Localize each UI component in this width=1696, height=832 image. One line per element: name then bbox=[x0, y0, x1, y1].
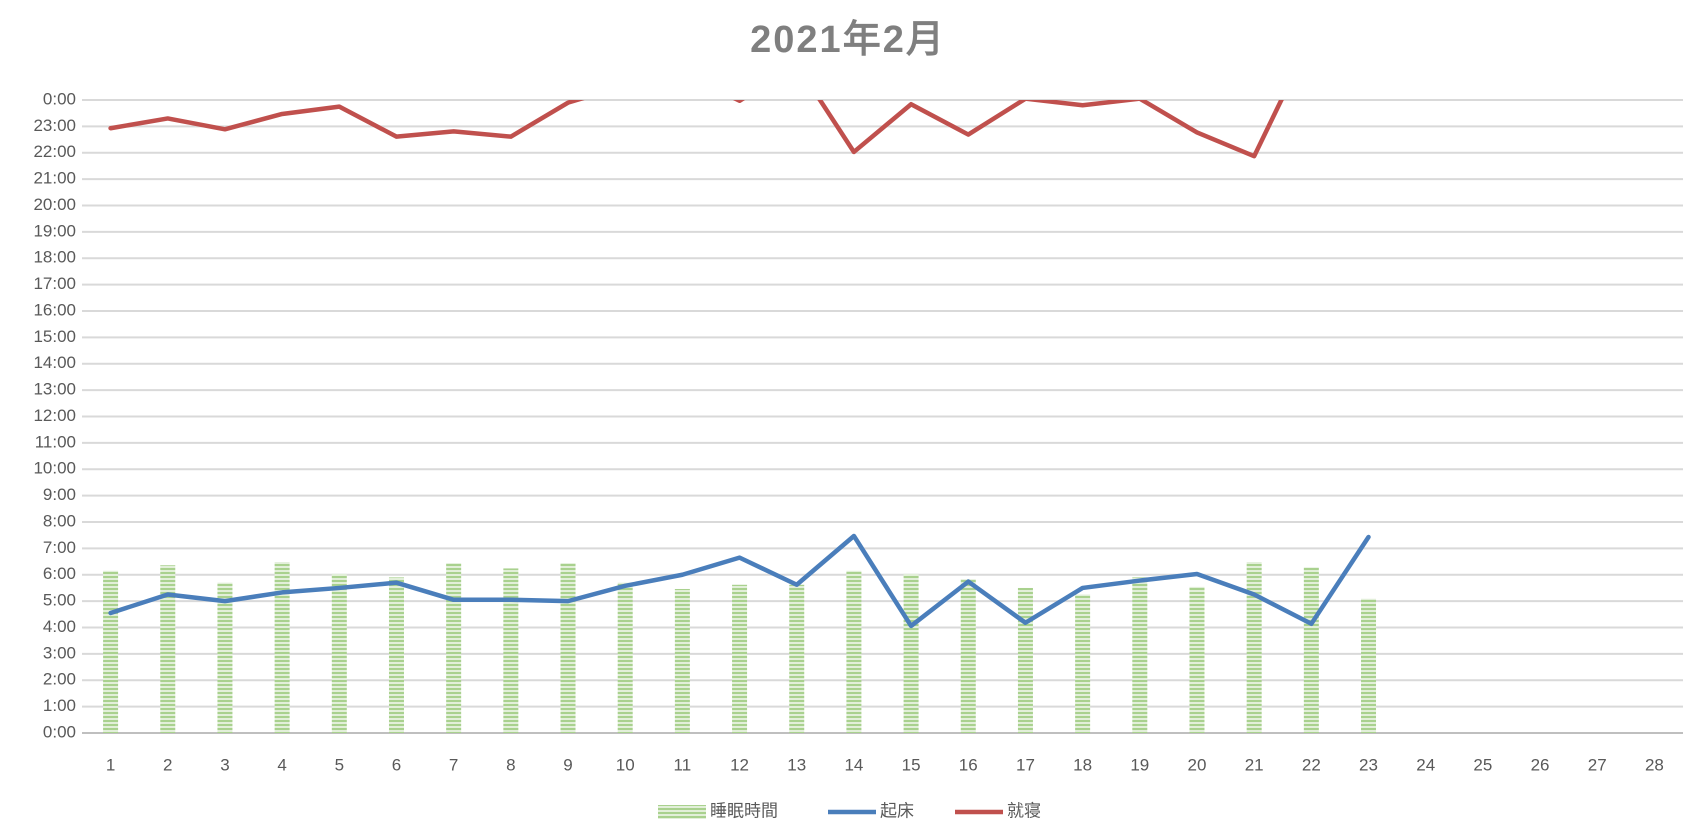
y-tick-label: 21:00 bbox=[33, 169, 76, 188]
bar bbox=[1361, 598, 1377, 733]
x-tick-label: 8 bbox=[506, 755, 515, 774]
bar bbox=[503, 568, 519, 733]
y-tick-label: 3:00 bbox=[43, 643, 76, 662]
x-tick-label: 3 bbox=[220, 755, 229, 774]
x-tick-label: 16 bbox=[959, 755, 978, 774]
x-tick-label: 28 bbox=[1645, 755, 1664, 774]
legend-label: 睡眠時間 bbox=[710, 801, 778, 820]
bar bbox=[903, 573, 919, 733]
y-tick-label: 12:00 bbox=[33, 406, 76, 425]
y-tick-label: 4:00 bbox=[43, 617, 76, 636]
line bbox=[108, 100, 1284, 159]
bar bbox=[1189, 586, 1205, 733]
bar bbox=[1132, 577, 1148, 733]
y-tick-label: 0:00 bbox=[43, 722, 76, 741]
y-tick-label: 20:00 bbox=[33, 195, 76, 214]
y-tick-label: 10:00 bbox=[33, 459, 76, 478]
bar bbox=[217, 582, 233, 733]
y-tick-label: 7:00 bbox=[43, 538, 76, 557]
bar bbox=[274, 562, 290, 733]
y-tick-label: 17:00 bbox=[33, 274, 76, 293]
x-tick-label: 25 bbox=[1473, 755, 1492, 774]
x-tick-label: 12 bbox=[730, 755, 749, 774]
bar bbox=[560, 563, 576, 733]
x-tick-label: 20 bbox=[1188, 755, 1207, 774]
bar bbox=[960, 579, 976, 733]
x-tick-label: 14 bbox=[844, 755, 863, 774]
y-tick-label: 15:00 bbox=[33, 327, 76, 346]
x-tick-label: 11 bbox=[674, 755, 692, 774]
x-tick-label: 27 bbox=[1588, 755, 1607, 774]
bar bbox=[160, 565, 176, 733]
bar bbox=[1075, 594, 1091, 733]
bar bbox=[732, 584, 748, 733]
x-tick-label: 23 bbox=[1359, 755, 1378, 774]
y-tick-label: 23:00 bbox=[33, 116, 76, 135]
x-tick-label: 13 bbox=[787, 755, 806, 774]
bar bbox=[1303, 567, 1319, 733]
y-tick-label: 0:00 bbox=[43, 89, 76, 108]
y-tick-label: 2:00 bbox=[43, 670, 76, 689]
legend-swatch bbox=[658, 805, 706, 819]
y-tick-label: 5:00 bbox=[43, 591, 76, 610]
bar bbox=[331, 573, 347, 733]
bar bbox=[846, 570, 862, 733]
legend-label: 就寝 bbox=[1007, 800, 1041, 820]
x-tick-label: 10 bbox=[616, 755, 635, 774]
bar bbox=[789, 584, 805, 733]
x-tick-label: 19 bbox=[1130, 755, 1149, 774]
y-tick-label: 6:00 bbox=[43, 564, 76, 583]
line bbox=[108, 533, 1371, 629]
x-tick-label: 15 bbox=[902, 755, 921, 774]
bar bbox=[103, 570, 119, 733]
x-tick-label: 1 bbox=[106, 755, 115, 774]
y-tick-label: 19:00 bbox=[33, 221, 76, 240]
x-tick-label: 2 bbox=[163, 755, 172, 774]
y-tick-label: 1:00 bbox=[43, 696, 76, 715]
y-tick-label: 22:00 bbox=[33, 142, 76, 161]
bar bbox=[446, 563, 462, 733]
y-tick-label: 18:00 bbox=[33, 248, 76, 267]
plot-area bbox=[103, 100, 1377, 733]
bar bbox=[388, 577, 404, 733]
y-tick-label: 11:00 bbox=[35, 432, 76, 451]
legend-label: 起床 bbox=[880, 801, 914, 820]
x-tick-label: 22 bbox=[1302, 755, 1321, 774]
bar bbox=[674, 588, 690, 733]
y-tick-label: 13:00 bbox=[33, 380, 76, 399]
y-tick-label: 16:00 bbox=[33, 300, 76, 319]
bar bbox=[1017, 587, 1033, 733]
y-tick-label: 14:00 bbox=[33, 353, 76, 372]
chart-title: 2021年2月 bbox=[750, 19, 946, 61]
x-tick-label: 6 bbox=[392, 755, 401, 774]
x-tick-label: 5 bbox=[335, 755, 344, 774]
bar bbox=[1246, 562, 1262, 733]
x-tick-label: 9 bbox=[563, 755, 572, 774]
x-tick-label: 7 bbox=[449, 755, 458, 774]
bar bbox=[617, 582, 633, 733]
x-tick-label: 26 bbox=[1531, 755, 1550, 774]
x-tick-label: 21 bbox=[1245, 755, 1264, 774]
y-tick-label: 8:00 bbox=[43, 511, 76, 530]
x-tick-label: 4 bbox=[277, 755, 286, 774]
x-tick-label: 17 bbox=[1016, 755, 1035, 774]
x-tick-label: 18 bbox=[1073, 755, 1092, 774]
x-tick-label: 24 bbox=[1416, 755, 1435, 774]
y-tick-label: 9:00 bbox=[43, 485, 76, 504]
